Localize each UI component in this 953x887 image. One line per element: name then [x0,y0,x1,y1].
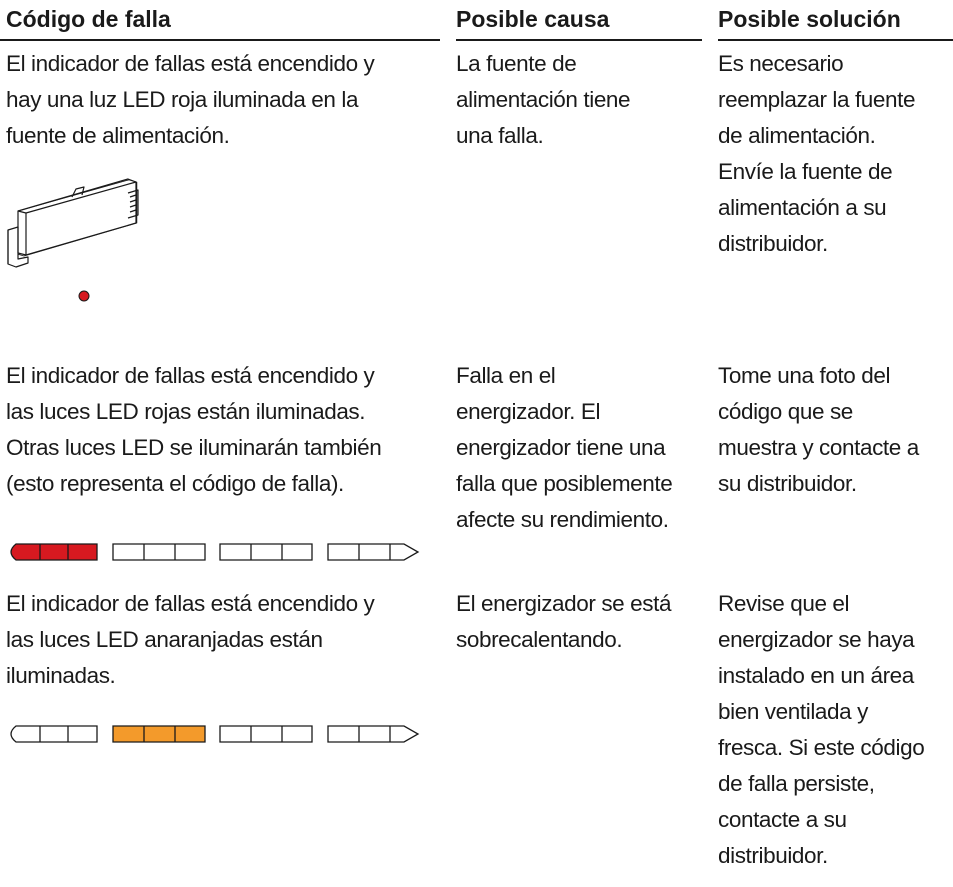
cell-line: El indicador de fallas está encendido y [6,591,375,616]
power-supply-illustration [7,178,139,302]
cell-line: instalado en un área [718,663,914,688]
cell-line: distribuidor. [718,231,828,256]
cell-line: energizador se haya [718,627,915,652]
cell-line: energizador. El [456,399,601,424]
cell-line: Es necesario [718,51,844,76]
cell-line: El indicador de fallas está encendido y [6,363,375,388]
header-rule [718,39,953,41]
cell-line: las luces LED rojas están iluminadas. [6,399,366,424]
cell-line: afecte su rendimiento. [456,507,669,532]
led-bar-orange [10,725,420,743]
cell-line: una falla. [456,123,544,148]
cell-line: su distribuidor. [718,471,857,496]
cell-line: La fuente de [456,51,577,76]
cell-line: código que se [718,399,853,424]
column-header: Código de falla [6,6,171,32]
cell-line: Revise que el [718,591,850,616]
cell-line: alimentación a su [718,195,887,220]
led-bar-red [10,543,420,561]
cell-line: muestra y contacte a [718,435,919,460]
header-rule [0,39,440,41]
cell-line: reemplazar la fuente [718,87,916,112]
cell-line: (esto representa el código de falla). [6,471,344,496]
cell-line: Tome una foto del [718,363,891,388]
cell-line: alimentación tiene [456,87,631,112]
cell-line: distribuidor. [718,843,828,868]
cell-line: sobrecalentando. [456,627,623,652]
cell-line: Envíe la fuente de [718,159,893,184]
cell-line: Otras luces LED se iluminarán también [6,435,382,460]
header-rule [456,39,702,41]
cell-line: fuente de alimentación. [6,123,230,148]
cell-line: las luces LED anaranjadas están [6,627,323,652]
cell-line: El indicador de fallas está encendido y [6,51,375,76]
cell-line: contacte a su [718,807,847,832]
cell-line: iluminadas. [6,663,116,688]
column-header: Posible solución [718,6,901,32]
cell-line: hay una luz LED roja iluminada en la [6,87,359,112]
cell-line: falla que posiblemente [456,471,673,496]
cell-line: Falla en el [456,363,556,388]
cell-line: bien ventilada y [718,699,868,724]
cell-line: El energizador se está [456,591,672,616]
cell-line: de alimentación. [718,123,876,148]
column-header: Posible causa [456,6,610,32]
cell-line: energizador tiene una [456,435,666,460]
cell-line: de falla persiste, [718,771,875,796]
cell-line: fresca. Si este código [718,735,925,760]
